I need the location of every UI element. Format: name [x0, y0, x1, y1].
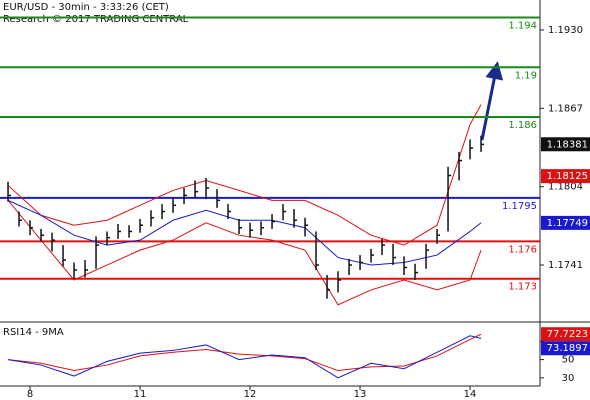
price-marker-label: 1.17749 [547, 218, 588, 229]
y-tick-label: 50 [562, 355, 575, 366]
x-tick-label: 11 [134, 389, 147, 400]
level-label: 1.173 [508, 282, 537, 293]
price-marker [541, 169, 590, 184]
level-label: 1.186 [508, 120, 537, 131]
y-tick-label: 1.1804 [548, 182, 583, 193]
x-tick-label: 14 [464, 389, 477, 400]
moving-average [7, 199, 482, 266]
forecast-arrow [480, 61, 504, 141]
price-marker [541, 137, 590, 152]
x-tick-label: 8 [27, 389, 33, 400]
y-tick-label: 1.1741 [548, 260, 583, 271]
rsi-line [7, 335, 482, 379]
chart-title: EUR/USD - 30min - 3:33:26 (CET) [3, 2, 169, 13]
chart-subtitle: Research © 2017 TRADING CENTRAL [3, 14, 189, 25]
rsi-title: RSI14 - 9MA [3, 327, 64, 338]
level-label: 1.194 [508, 21, 537, 32]
price-marker-label: 77.7223 [547, 329, 588, 340]
price-marker-label: 1.18381 [547, 139, 588, 150]
level-label: 1.176 [508, 244, 537, 255]
y-tick-label: 30 [562, 373, 575, 384]
upper-band [7, 104, 482, 246]
level-label: 1.19 [515, 70, 537, 81]
y-tick-label: 1.1867 [548, 103, 583, 114]
price-marker [541, 341, 590, 356]
y-tick-label: 1.1930 [548, 25, 583, 36]
price-marker [541, 327, 590, 342]
lower-band [7, 200, 482, 306]
price-marker [541, 215, 590, 230]
price-marker-label: 1.18125 [547, 171, 588, 182]
level-label: 1.1795 [502, 201, 537, 212]
price-marker-label: 73.1897 [547, 343, 588, 354]
x-tick-label: 12 [244, 389, 257, 400]
x-tick-label: 13 [354, 389, 367, 400]
